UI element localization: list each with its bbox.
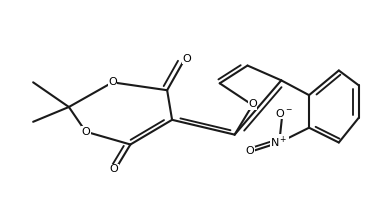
Text: O: O: [81, 127, 90, 137]
Text: O$^-$: O$^-$: [275, 107, 293, 119]
Text: N$^+$: N$^+$: [270, 135, 288, 150]
Text: O: O: [109, 164, 118, 174]
Text: O: O: [183, 54, 191, 64]
Text: O: O: [108, 77, 117, 87]
Text: O: O: [248, 99, 257, 109]
Text: O: O: [245, 146, 254, 156]
